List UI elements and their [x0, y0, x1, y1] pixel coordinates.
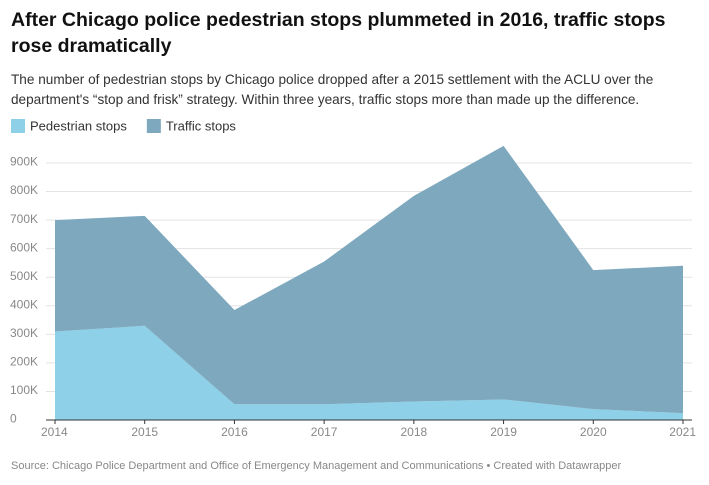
legend-label: Traffic stops: [166, 118, 237, 133]
legend-swatch: [11, 119, 25, 133]
chart-subtitle: The number of pedestrian stops by Chicag…: [11, 72, 654, 107]
y-tick-label: 600K: [10, 240, 38, 254]
legend: Pedestrian stops Traffic stops: [11, 118, 236, 133]
y-tick-label: 500K: [10, 269, 38, 283]
y-tick-label: 200K: [10, 355, 38, 369]
y-tick-label: 100K: [10, 383, 38, 397]
x-tick-label: 2014: [41, 425, 68, 439]
legend-label: Pedestrian stops: [30, 118, 127, 133]
y-tick-label: 400K: [10, 297, 38, 311]
x-tick-label: 2017: [311, 425, 338, 439]
y-tick-label: 800K: [10, 183, 38, 197]
area: [55, 325, 683, 420]
y-tick-label: 300K: [10, 326, 38, 340]
area: [55, 145, 683, 414]
x-tick-label: 2016: [221, 425, 248, 439]
x-tick-label: 2019: [490, 425, 517, 439]
y-tick-label: 900K: [10, 155, 38, 169]
y-tick-label: 700K: [10, 212, 38, 226]
legend-swatch: [146, 119, 161, 133]
y-tick-label: 0: [10, 412, 17, 426]
x-tick-label: 2015: [131, 425, 158, 439]
chart-title: After Chicago police pedestrian stops pl…: [11, 9, 666, 57]
x-tick-label: 2020: [580, 425, 607, 439]
x-tick-label: 2018: [401, 425, 428, 439]
source-note: Source: Chicago Police Department and Of…: [11, 460, 622, 472]
x-tick-label: 2021: [669, 425, 696, 439]
